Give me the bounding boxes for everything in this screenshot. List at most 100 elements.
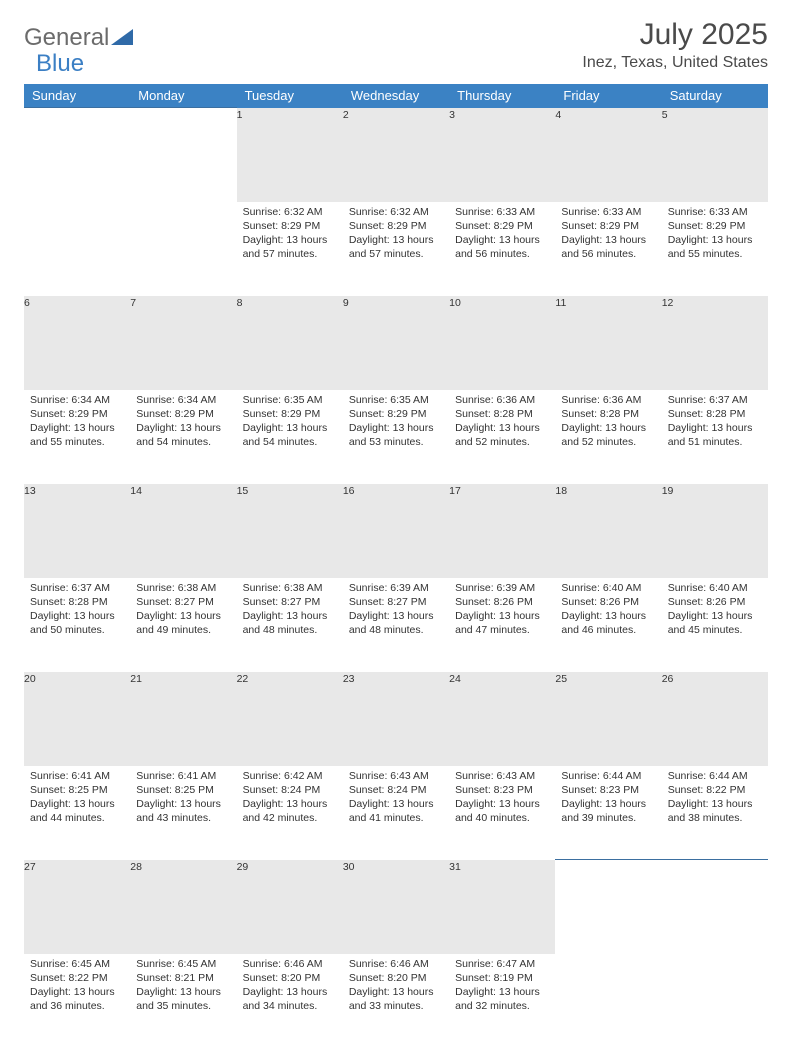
sunset-line: Sunset: 8:29 PM: [561, 219, 655, 233]
day-number-cell: 20: [24, 672, 130, 766]
sunrise-line: Sunrise: 6:37 AM: [30, 581, 124, 595]
day-number-cell: 8: [237, 296, 343, 390]
day-cell: Sunrise: 6:34 AMSunset: 8:29 PMDaylight:…: [130, 390, 236, 484]
sunset-line: Sunset: 8:27 PM: [136, 595, 230, 609]
sunrise-line: Sunrise: 6:32 AM: [243, 205, 337, 219]
weekday-header-row: SundayMondayTuesdayWednesdayThursdayFrid…: [24, 84, 768, 108]
day-number-cell: [24, 108, 130, 202]
sunset-line: Sunset: 8:26 PM: [455, 595, 549, 609]
sunset-line: Sunset: 8:28 PM: [668, 407, 762, 421]
day-number-cell: 1: [237, 108, 343, 202]
daylight-line: Daylight: 13 hours and 32 minutes.: [455, 985, 549, 1013]
day-cell: Sunrise: 6:34 AMSunset: 8:29 PMDaylight:…: [24, 390, 130, 484]
day-content-row: Sunrise: 6:37 AMSunset: 8:28 PMDaylight:…: [24, 578, 768, 672]
sunrise-line: Sunrise: 6:36 AM: [455, 393, 549, 407]
day-cell: Sunrise: 6:46 AMSunset: 8:20 PMDaylight:…: [343, 954, 449, 1048]
day-content-row: Sunrise: 6:41 AMSunset: 8:25 PM Daylight:…: [24, 766, 768, 860]
sunrise-line: Sunrise: 6:33 AM: [455, 205, 549, 219]
logo-text-general: General: [24, 24, 109, 51]
sunrise-line: Sunrise: 6:46 AM: [243, 957, 337, 971]
daylight-line: Daylight: 13 hours and 43 minutes.: [136, 797, 230, 825]
day-cell: Sunrise: 6:35 AMSunset: 8:29 PMDaylight:…: [343, 390, 449, 484]
day-cell: Sunrise: 6:43 AMSunset: 8:23 PMDaylight:…: [449, 766, 555, 860]
day-cell: Sunrise: 6:32 AMSunset: 8:29 PMDaylight:…: [237, 202, 343, 296]
day-cell: Sunrise: 6:44 AMSunset: 8:23 PMDaylight:…: [555, 766, 661, 860]
sunset-line: Sunset: 8:29 PM: [30, 407, 124, 421]
daylight-line: Daylight: 13 hours and 33 minutes.: [349, 985, 443, 1013]
daylight-line: Daylight: 13 hours and 57 minutes.: [243, 233, 337, 261]
day-cell: Sunrise: 6:37 AMSunset: 8:28 PMDaylight:…: [662, 390, 768, 484]
sunset-line: Sunset: 8:19 PM: [455, 971, 549, 985]
day-cell: Sunrise: 6:41 AMSunset: 8:25 PMDaylight:…: [130, 766, 236, 860]
logo-text-blue: Blue: [36, 50, 133, 78]
day-content-row: Sunrise: 6:45 AMSunset: 8:22 PMDaylight:…: [24, 954, 768, 1048]
sunrise-line: Sunrise: 6:38 AM: [136, 581, 230, 595]
sunrise-line: Sunrise: 6:42 AM: [243, 769, 337, 783]
day-number-cell: 22: [237, 672, 343, 766]
day-number-cell: 25: [555, 672, 661, 766]
location: Inez, Texas, United States: [582, 54, 768, 72]
day-number-cell: 9: [343, 296, 449, 390]
day-number-cell: 5: [662, 108, 768, 202]
sunrise-line: Sunrise: 6:36 AM: [561, 393, 655, 407]
logo: General Blue: [24, 24, 133, 78]
sunrise-line: Sunrise: 6:35 AM: [349, 393, 443, 407]
sunset-line: Sunset: 8:28 PM: [455, 407, 549, 421]
sunrise-line: Sunrise: 6:44 AM: [561, 769, 655, 783]
day-number-cell: 4: [555, 108, 661, 202]
day-cell: Sunrise: 6:38 AMSunset: 8:27 PMDaylight:…: [130, 578, 236, 672]
day-number-cell: 12: [662, 296, 768, 390]
weekday-header: Friday: [555, 84, 661, 108]
sunset-line: Sunset: 8:20 PM: [349, 971, 443, 985]
sunset-line: Sunset: 8:26 PM: [561, 595, 655, 609]
sunset-line: Sunset: 8:29 PM: [349, 219, 443, 233]
calendar-body: 12345Sunrise: 6:32 AMSunset: 8:29 PMDayl…: [24, 108, 768, 1048]
sunrise-line: Sunrise: 6:35 AM: [243, 393, 337, 407]
day-number-cell: [130, 108, 236, 202]
day-number-cell: 24: [449, 672, 555, 766]
daylight-line: Daylight: 13 hours and 56 minutes.: [561, 233, 655, 261]
daylight-line: Daylight: 13 hours and 50 minutes.: [30, 609, 124, 637]
daylight-line: Daylight: 13 hours and 45 minutes.: [668, 609, 762, 637]
day-number-row: 6789101112: [24, 296, 768, 390]
day-number-cell: 6: [24, 296, 130, 390]
sunset-line: Sunset: 8:22 PM: [30, 971, 124, 985]
day-cell: [662, 954, 768, 1048]
weekday-header: Monday: [130, 84, 236, 108]
day-number-cell: 18: [555, 484, 661, 578]
title-block: July 2025 Inez, Texas, United States: [582, 18, 768, 72]
sunrise-line: Sunrise: 6:43 AM: [455, 769, 549, 783]
day-number-cell: 31: [449, 860, 555, 954]
sunset-line: Sunset: 8:23 PM: [455, 783, 549, 797]
day-number-cell: 19: [662, 484, 768, 578]
day-number-cell: 28: [130, 860, 236, 954]
day-number-cell: 30: [343, 860, 449, 954]
day-cell: Sunrise: 6:38 AMSunset: 8:27 PMDaylight:…: [237, 578, 343, 672]
daylight-line: Daylight: 13 hours and 53 minutes.: [349, 421, 443, 449]
sunset-line: Sunset: 8:24 PM: [243, 783, 337, 797]
daylight-line: Daylight: 13 hours and 49 minutes.: [136, 609, 230, 637]
day-number-row: 2728293031: [24, 860, 768, 954]
day-number-cell: 16: [343, 484, 449, 578]
day-cell: Sunrise: 6:39 AMSunset: 8:26 PMDaylight:…: [449, 578, 555, 672]
day-number-cell: 11: [555, 296, 661, 390]
day-cell: [24, 202, 130, 296]
weekday-header: Thursday: [449, 84, 555, 108]
daylight-line: Daylight: 13 hours and 52 minutes.: [455, 421, 549, 449]
sunset-line: Sunset: 8:28 PM: [30, 595, 124, 609]
daylight-line: Daylight: 13 hours and 36 minutes.: [30, 985, 124, 1013]
day-cell: Sunrise: 6:41 AMSunset: 8:25 PMDaylight:…: [24, 766, 130, 860]
sunrise-line: Sunrise: 6:34 AM: [136, 393, 230, 407]
day-cell: Sunrise: 6:36 AMSunset: 8:28 PMDaylight:…: [449, 390, 555, 484]
sunset-line: Sunset: 8:25 PM: [30, 783, 124, 797]
sunrise-line: Sunrise: 6:34 AM: [30, 393, 124, 407]
sunrise-line: Sunrise: 6:41 AM: [30, 769, 124, 783]
sunrise-line: Sunrise: 6:40 AM: [561, 581, 655, 595]
day-number-cell: 13: [24, 484, 130, 578]
daylight-line: Daylight: 13 hours and 54 minutes.: [243, 421, 337, 449]
day-number-row: 20212223242526: [24, 672, 768, 766]
sunset-line: Sunset: 8:29 PM: [349, 407, 443, 421]
daylight-line: Daylight: 13 hours and 46 minutes.: [561, 609, 655, 637]
daylight-line: Daylight: 13 hours and 48 minutes.: [349, 609, 443, 637]
logo-triangle-icon: [111, 24, 133, 51]
